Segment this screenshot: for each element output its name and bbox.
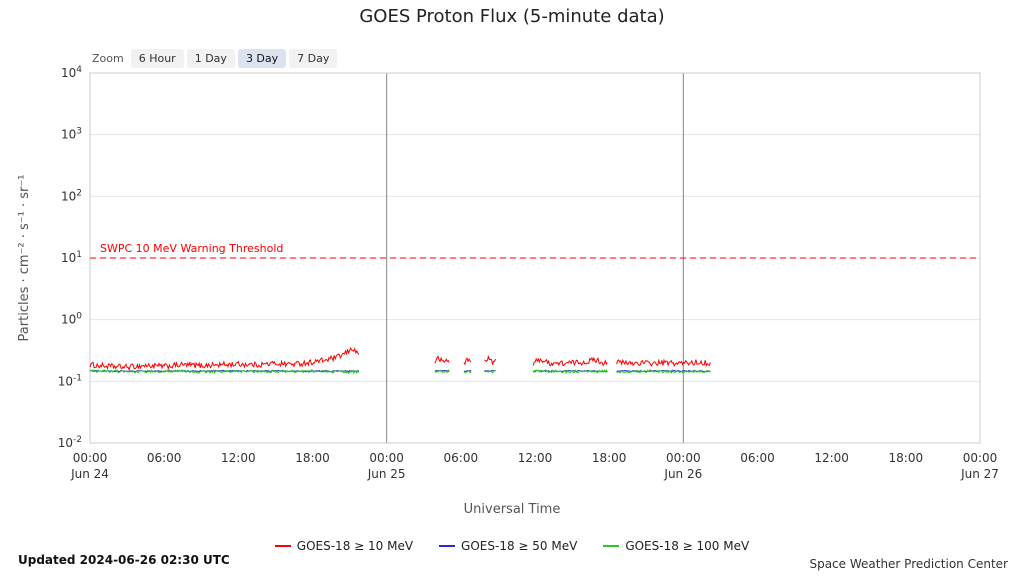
- y-tick-label: 104: [61, 65, 82, 80]
- x-tick-label: 06:00: [147, 451, 182, 465]
- proton-flux-plot[interactable]: SWPC 10 MeV Warning Threshold 104 103 102 10…: [0, 0, 1024, 530]
- series-line-goes-18-50-mev: [434, 369, 450, 372]
- legend-item-goes-18-100-mev[interactable]: GOES-18 ≥ 100 MeV: [603, 539, 749, 553]
- warning-threshold-label: SWPC 10 MeV Warning Threshold: [100, 242, 283, 255]
- series-line-goes-18-100-mev: [434, 369, 450, 374]
- x-tick-label: 18:00: [889, 451, 924, 465]
- x-tick-label: 06:00: [740, 451, 775, 465]
- legend-label: GOES-18 ≥ 50 MeV: [461, 539, 578, 553]
- updated-timestamp: Updated 2024-06-26 02:30 UTC: [18, 553, 230, 567]
- series-line-goes-18-100-mev: [463, 370, 472, 374]
- legend-swatch-goes-18-50-mev: [439, 545, 456, 547]
- credit-text: Space Weather Prediction Center: [809, 557, 1008, 571]
- zoom-button-3-day[interactable]: 3 Day: [237, 49, 287, 69]
- x-date-label: Jun 24: [70, 467, 109, 481]
- legend-label: GOES-18 ≥ 10 MeV: [296, 539, 414, 553]
- series-line-goes-18-100-mev: [616, 369, 711, 374]
- chart-title: GOES Proton Flux (5-minute data): [359, 6, 665, 27]
- x-date-label: Jun 27: [960, 467, 999, 481]
- zoom-label: Zoom: [92, 52, 124, 66]
- y-tick-label: 101: [61, 250, 82, 265]
- series-line-goes-18-10-mev: [89, 346, 360, 371]
- x-tick-label: 00:00: [666, 451, 701, 465]
- series-line-goes-18-10-mev: [484, 354, 497, 365]
- x-tick-label: 18:00: [295, 451, 330, 465]
- series-line-goes-18-10-mev: [532, 356, 608, 367]
- x-tick-label: 18:00: [592, 451, 627, 465]
- x-tick-label: 00:00: [963, 451, 998, 465]
- series-line-goes-18-10-mev: [434, 355, 450, 364]
- legend-swatch-goes-18-100-mev: [603, 545, 620, 547]
- series-line-goes-18-10-mev: [463, 357, 472, 366]
- series-line-goes-18-50-mev: [463, 369, 472, 373]
- range-selector: Zoom 6 Hour 1 Day 3 Day 7 Day: [92, 49, 338, 69]
- series-line-goes-18-100-mev: [483, 369, 496, 374]
- series-line-goes-18-100-mev: [532, 369, 608, 375]
- legend-item-goes-18-50-mev[interactable]: GOES-18 ≥ 50 MeV: [439, 539, 577, 553]
- y-tick-label: 10-2: [58, 435, 82, 450]
- x-tick-label: 00:00: [73, 451, 108, 465]
- series-line-goes-18-10-mev: [616, 358, 711, 368]
- x-tick-label: 06:00: [444, 451, 479, 465]
- x-tick-label: 12:00: [814, 451, 849, 465]
- x-date-label: Jun 26: [663, 467, 702, 481]
- x-date-label: Jun 25: [367, 467, 406, 481]
- legend-item-goes-18-10-mev[interactable]: GOES-18 ≥ 10 MeV: [274, 539, 414, 553]
- x-tick-label: 12:00: [518, 451, 553, 465]
- y-tick-label: 103: [61, 127, 82, 142]
- x-axis-title: Universal Time: [463, 502, 561, 517]
- y-tick-label: 100: [61, 312, 82, 327]
- legend-swatch-goes-18-10-mev: [274, 545, 291, 547]
- series-line-goes-18-100-mev: [89, 368, 360, 375]
- zoom-button-1-day[interactable]: 1 Day: [186, 49, 235, 69]
- x-tick-label: 00:00: [369, 451, 404, 465]
- range-buttons: 6 Hour 1 Day 3 Day 7 Day: [130, 49, 338, 69]
- y-tick-label: 10-1: [58, 373, 82, 388]
- y-axis-title: Particles · cm⁻² · s⁻¹ · sr⁻¹: [17, 175, 32, 342]
- legend: GOES-18 ≥ 10 MeV GOES-18 ≥ 50 MeV GOES-18 …: [0, 539, 1024, 553]
- zoom-button-6-hour[interactable]: 6 Hour: [130, 49, 184, 69]
- zoom-button-7-day[interactable]: 7 Day: [289, 49, 338, 69]
- legend-label: GOES-18 ≥ 100 MeV: [625, 539, 750, 553]
- x-tick-label: 12:00: [221, 451, 256, 465]
- y-tick-label: 102: [61, 188, 82, 203]
